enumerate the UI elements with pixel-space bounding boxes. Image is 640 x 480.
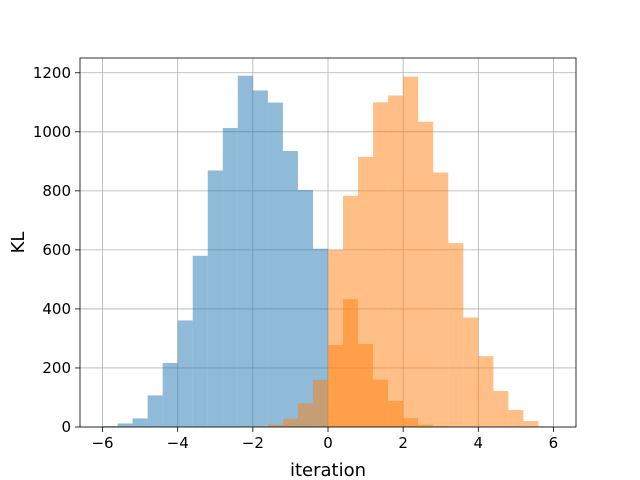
histogram-bar xyxy=(508,409,524,427)
y-tick-label: 1000 xyxy=(33,123,71,141)
x-tick-label: −2 xyxy=(242,434,264,452)
histogram-bar xyxy=(328,249,344,427)
y-tick-label: 0 xyxy=(61,418,71,436)
y-tick-label: 800 xyxy=(42,182,71,200)
histogram-bar xyxy=(373,102,389,427)
x-tick-label: −4 xyxy=(167,434,189,452)
x-tick-label: 4 xyxy=(474,434,484,452)
x-tick-label: −6 xyxy=(91,434,113,452)
histogram-bar xyxy=(192,255,208,427)
x-axis-label: iteration xyxy=(290,460,366,480)
histogram-bar xyxy=(297,403,313,427)
histogram-bars xyxy=(102,75,554,428)
y-tick-label: 1200 xyxy=(33,64,71,82)
histogram-bar xyxy=(448,243,464,427)
histogram-bar xyxy=(252,90,268,428)
histogram-bar xyxy=(297,189,313,427)
histogram-bar xyxy=(343,195,359,427)
histogram-bar xyxy=(207,170,223,428)
histogram-bar xyxy=(117,423,133,427)
y-axis-label: KL xyxy=(8,232,29,254)
histogram-bar xyxy=(267,102,283,428)
x-axis-ticks: −6 −4 −2 0 2 4 6 xyxy=(91,427,558,452)
histogram-bar xyxy=(358,156,374,427)
histogram-bar xyxy=(433,172,449,427)
histogram-bar xyxy=(478,356,494,427)
histogram-bar xyxy=(493,390,509,427)
x-tick-label: 2 xyxy=(398,434,408,452)
x-tick-label: 0 xyxy=(323,434,333,452)
histogram-bar xyxy=(162,362,178,427)
y-tick-label: 600 xyxy=(42,241,71,259)
x-tick-label: 6 xyxy=(549,434,559,452)
histogram-bar xyxy=(222,127,238,427)
histogram-bar xyxy=(177,320,193,427)
histogram-bar xyxy=(523,421,539,427)
y-axis-ticks: 0 200 400 600 800 1000 1200 xyxy=(33,64,80,436)
histogram-bar xyxy=(147,395,163,427)
histogram-bar xyxy=(237,75,253,427)
histogram-bar xyxy=(282,150,298,427)
histogram-bar xyxy=(102,426,118,427)
histogram-bar xyxy=(388,95,404,427)
histogram-bar xyxy=(463,317,479,427)
histogram-bar xyxy=(282,418,298,427)
histogram-bar xyxy=(132,418,148,427)
y-tick-label: 400 xyxy=(42,300,71,318)
histogram-bar xyxy=(312,379,328,427)
histogram-bar xyxy=(418,121,434,428)
histogram-bar xyxy=(403,76,419,428)
y-tick-label: 200 xyxy=(42,359,71,377)
histogram-bar xyxy=(267,424,283,427)
